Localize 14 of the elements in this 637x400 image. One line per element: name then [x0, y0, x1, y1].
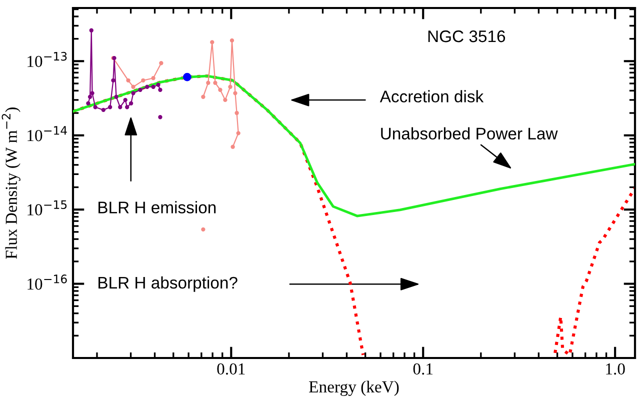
y-tick-label: 10$^{−16}$: [28, 274, 67, 290]
annotation: NGC 3516: [428, 30, 506, 42]
y-tick-label: 10$^{−13}$: [28, 52, 67, 68]
y-tick-label: 10$^{−14}$: [28, 126, 67, 142]
x-axis-title: Energy (keV): [309, 380, 399, 396]
annotation: BLR H absorption?: [98, 276, 238, 292]
annotation: Accretion disk: [380, 90, 484, 102]
y-tick-label: 10$^{−15}$: [28, 200, 67, 216]
y-axis-title: Flux Density (W m$^{−2}$): [2, 108, 20, 259]
x-tick-label: 0.1: [413, 363, 433, 375]
x-tick-label: 1.0: [606, 363, 625, 375]
annotation: Unabsorbed Power Law: [381, 127, 558, 140]
x-tick-label: 0.01: [217, 363, 245, 375]
annotation: BLR H emission: [98, 201, 216, 214]
